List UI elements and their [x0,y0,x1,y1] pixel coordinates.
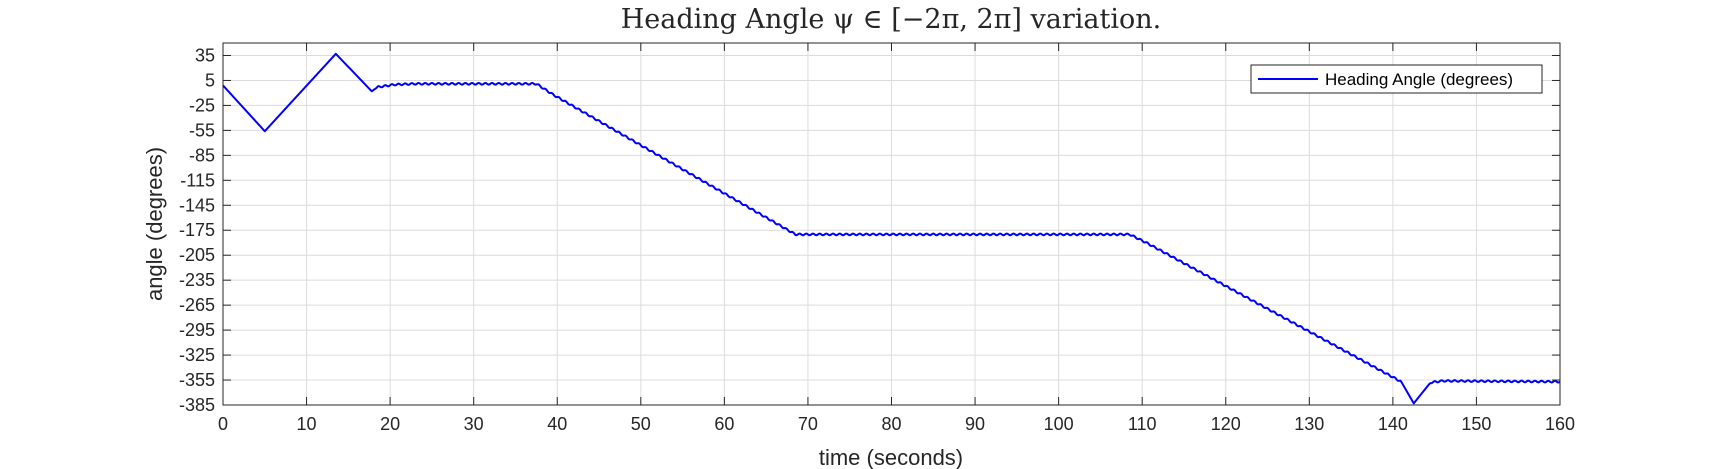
data-layer [222,52,1561,405]
x-tick-label: 90 [965,414,985,434]
x-tick-label: 150 [1461,414,1491,434]
x-tick-label: 110 [1128,414,1157,434]
y-tick-label: -145 [179,195,215,215]
series-line-0 [222,52,1561,405]
x-axis-label: time (seconds) [819,445,963,469]
y-tick-label: -265 [179,295,215,315]
y-tick-label: -235 [179,270,215,290]
x-tick-label: 60 [714,414,734,434]
y-tick-label: -385 [179,395,215,415]
x-tick-label: 10 [297,414,317,434]
y-tick-label: -355 [179,370,215,390]
y-tick-label: -295 [179,320,215,340]
x-tick-label: 100 [1044,414,1074,434]
x-tick-label: 80 [881,414,901,434]
x-tick-label: 30 [464,414,484,434]
y-tick-label: -175 [179,220,215,240]
x-tick-label: 0 [218,414,228,434]
x-tick-label: 50 [631,414,651,434]
x-tick-label: 120 [1211,414,1241,434]
y-tick-label: -55 [189,120,215,140]
x-tick-label: 20 [380,414,400,434]
legend: Heading Angle (degrees) [1250,64,1543,94]
x-tick-label: 130 [1294,414,1324,434]
x-tick-label: 140 [1378,414,1408,434]
x-tick-label: 70 [798,414,818,434]
y-tick-label: 35 [195,45,215,65]
y-tick-label: 5 [205,70,215,90]
y-axis-label: angle (degrees) [142,147,167,301]
chart-title: Heading Angle ψ ∈ [−2π, 2π] variation. [621,4,1161,35]
legend-box [1250,64,1543,94]
x-tick-label: 160 [1545,414,1575,434]
legend-entry-label: Heading Angle (degrees) [1325,70,1513,89]
y-tick-label: -115 [180,170,215,190]
y-tick-label: -85 [189,145,215,165]
y-tick-label: -325 [179,345,215,365]
x-tick-label: 40 [547,414,567,434]
y-tick-label: -205 [179,245,215,265]
y-tick-label: -25 [189,95,215,115]
tick-marks [222,43,1561,406]
